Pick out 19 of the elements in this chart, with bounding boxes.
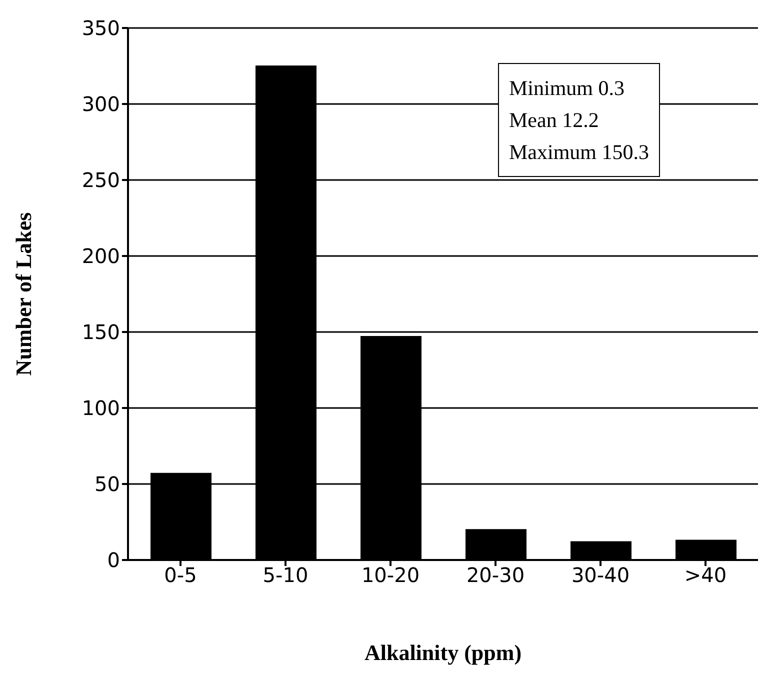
y-tick-label: 150: [82, 320, 120, 344]
y-tick-label: 0: [107, 548, 120, 572]
x-tick-label: 5-10: [262, 563, 308, 588]
x-tick-label: 30-40: [571, 563, 630, 588]
x-tick-label: >40: [684, 563, 727, 588]
x-tick-label: 10-20: [361, 563, 420, 588]
annotation: Maximum 150.3: [509, 139, 649, 166]
y-tick-label: 300: [82, 92, 120, 116]
y-tick-label: 50: [94, 472, 120, 496]
annotation: Minimum 0.3: [509, 75, 626, 102]
x-tick-label: 0-5: [164, 563, 197, 588]
y-tick-label: 350: [82, 16, 120, 40]
y-tick-label: 200: [82, 244, 120, 268]
y-tick-label: 100: [82, 396, 120, 420]
x-axis-title: Alkalinity (ppm): [364, 640, 522, 665]
y-axis-title: Number of Lakes: [10, 212, 36, 376]
x-tick-label: 20-30: [466, 563, 525, 588]
annotation: Mean 12.2: [509, 107, 600, 134]
y-tick-label: 250: [82, 168, 120, 192]
